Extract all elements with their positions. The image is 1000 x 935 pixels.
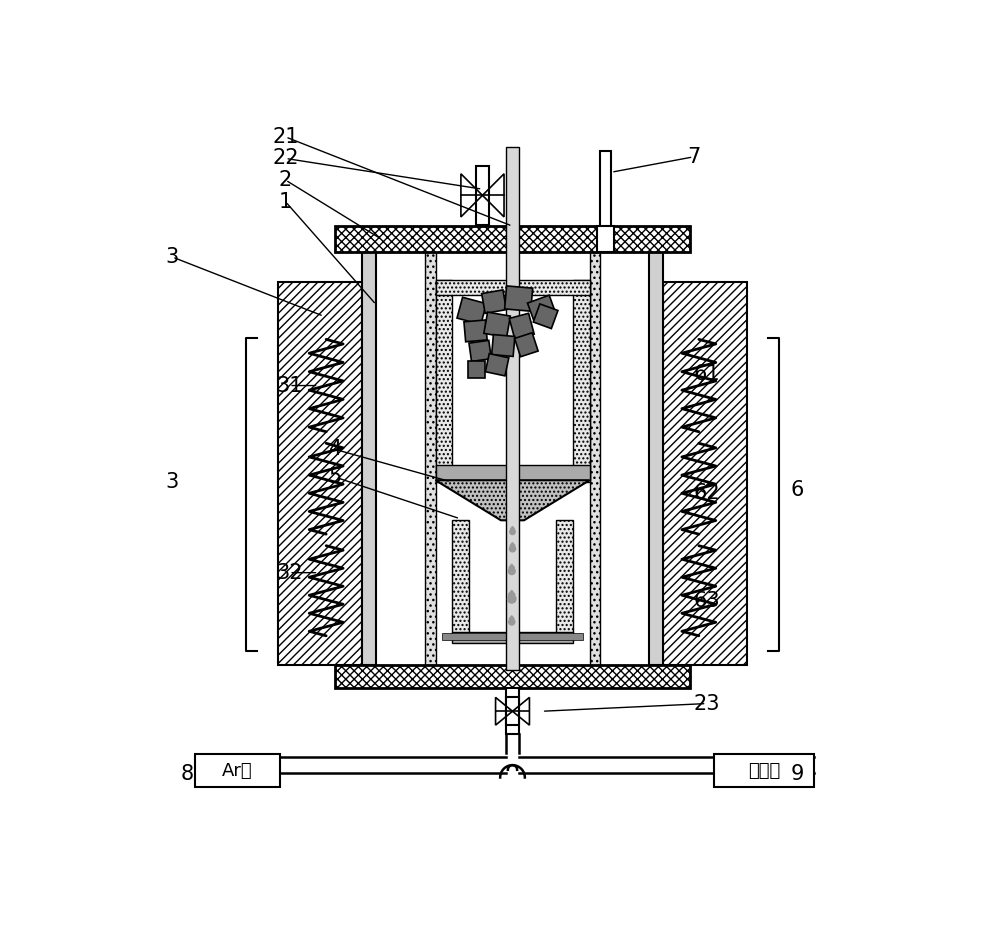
Bar (452, 520, 469, 634)
Bar (533, 304, 558, 328)
Text: 61: 61 (693, 364, 720, 384)
Text: 63: 63 (693, 591, 720, 611)
Circle shape (507, 595, 516, 603)
Text: 62: 62 (693, 483, 720, 503)
Text: Ar气: Ar气 (222, 761, 253, 780)
Text: 4: 4 (329, 439, 342, 459)
Bar (476, 166, 489, 224)
Text: 3: 3 (166, 472, 179, 492)
Bar (485, 353, 509, 376)
Text: 2: 2 (279, 170, 292, 190)
Bar (649, 252, 663, 665)
Bar (492, 335, 515, 356)
Bar (442, 633, 583, 640)
Bar (597, 226, 614, 252)
Bar (278, 281, 362, 665)
Bar (714, 754, 814, 787)
Bar (468, 361, 485, 378)
Bar (362, 252, 376, 665)
Bar (452, 632, 573, 642)
Circle shape (510, 529, 515, 535)
Bar (436, 280, 452, 482)
Polygon shape (508, 590, 515, 595)
Bar (506, 688, 519, 734)
Polygon shape (510, 526, 515, 529)
Bar (457, 297, 486, 324)
Text: 21: 21 (272, 127, 299, 147)
Text: 31: 31 (276, 376, 302, 396)
Bar (573, 280, 590, 482)
Bar (436, 465, 590, 481)
Bar (464, 320, 487, 342)
Text: 6: 6 (791, 480, 804, 499)
Circle shape (509, 619, 515, 625)
Bar (505, 286, 533, 311)
Bar (484, 312, 510, 338)
Bar (436, 280, 590, 295)
Polygon shape (510, 542, 515, 546)
Polygon shape (509, 564, 515, 568)
Bar (506, 147, 519, 670)
Bar (482, 290, 506, 313)
Text: 9: 9 (791, 765, 804, 784)
Bar (335, 226, 690, 252)
Polygon shape (509, 616, 514, 619)
Bar (527, 295, 556, 322)
Bar (515, 333, 538, 357)
Circle shape (508, 568, 515, 575)
Bar (590, 252, 600, 665)
Bar (600, 151, 611, 228)
Text: 22: 22 (272, 149, 299, 168)
Text: 5: 5 (329, 468, 342, 487)
Text: 23: 23 (693, 694, 720, 713)
Bar (469, 340, 491, 362)
Text: 真空泵: 真空泵 (748, 761, 780, 780)
Text: 3: 3 (166, 247, 179, 267)
Bar (663, 281, 747, 665)
Text: 1: 1 (279, 192, 292, 211)
Circle shape (509, 546, 516, 552)
Text: 32: 32 (276, 563, 302, 583)
Bar (335, 665, 690, 688)
Bar (195, 754, 280, 787)
Bar (556, 520, 573, 634)
Bar (509, 313, 534, 339)
Polygon shape (436, 481, 590, 520)
Bar (506, 698, 519, 726)
Text: 8: 8 (181, 765, 194, 784)
Text: 7: 7 (687, 147, 700, 166)
Bar (425, 252, 436, 665)
